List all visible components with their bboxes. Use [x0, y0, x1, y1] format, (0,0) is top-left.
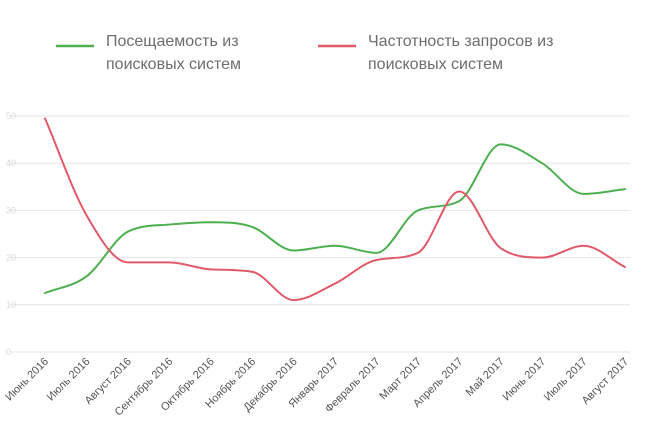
y-tick-label: 0 [6, 347, 11, 357]
x-tick-label: Май 2017 [464, 356, 507, 399]
series-lines [44, 117, 626, 302]
legend-label-2: поисковых систем [368, 56, 503, 73]
series-line-2 [44, 117, 626, 302]
y-tick-label: 40 [6, 158, 16, 168]
y-tick-label: 10 [6, 300, 16, 310]
x-tick-label: Июнь 2017 [501, 356, 549, 404]
legend-label-2: Частотность запросов из [368, 33, 553, 50]
y-tick-labels: 0 10 20 30 40 50 [6, 111, 16, 357]
series-line-1 [44, 143, 626, 294]
legend: Посещаемость из поисковых систем Частотнос… [56, 33, 553, 73]
legend-label-1: Посещаемость из [106, 33, 239, 50]
y-tick-label: 20 [6, 253, 16, 263]
x-tick-label: Июнь 2016 [3, 356, 51, 404]
legend-label-1: поисковых систем [106, 56, 241, 73]
gridlines [10, 115, 630, 353]
y-tick-label: 50 [6, 111, 16, 121]
y-tick-label: 30 [6, 205, 16, 215]
